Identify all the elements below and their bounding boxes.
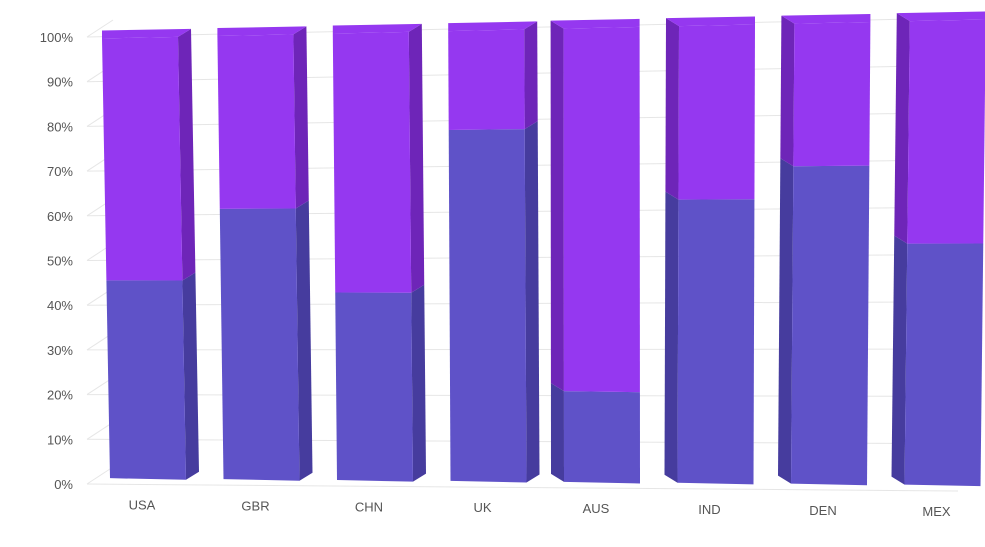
bar-segment-series-2[interactable]: [678, 24, 755, 200]
y-tick-label: 20%: [47, 388, 73, 403]
x-category-label: MEX: [922, 504, 951, 519]
bar-top-cap: [666, 16, 755, 27]
bar-top-cap: [448, 21, 538, 32]
x-category-label: UK: [473, 500, 491, 515]
x-category-label: AUS: [583, 501, 610, 516]
bar-segment-series-1[interactable]: [448, 129, 527, 483]
axis-tick: [86, 421, 114, 440]
bar-side-series-2: [550, 20, 564, 392]
bar-segment-series-1[interactable]: [335, 292, 413, 482]
x-category-label: GBR: [241, 498, 269, 513]
y-tick-label: 30%: [47, 343, 73, 358]
bar-segment-series-2[interactable]: [793, 21, 871, 167]
bar-segment-series-2[interactable]: [217, 34, 296, 209]
bar-side-series-2: [665, 18, 679, 200]
bar-side-series-1: [891, 235, 908, 485]
y-tick-label: 100%: [40, 30, 74, 45]
bar-side-series-2: [293, 26, 309, 209]
bars: [102, 11, 985, 487]
x-category-label: USA: [129, 497, 156, 512]
x-category-label: CHN: [355, 499, 383, 514]
bar-side-series-2: [524, 21, 538, 130]
bar-segment-series-1[interactable]: [904, 243, 984, 487]
bar-top-cap: [781, 13, 871, 24]
bar-side-series-1: [411, 284, 426, 482]
y-tick-label: 70%: [47, 164, 73, 179]
bar-side-series-2: [780, 15, 795, 167]
axis-tick: [86, 466, 114, 485]
y-tick-label: 40%: [47, 298, 73, 313]
bar-side-series-1: [182, 272, 199, 480]
gridline: [86, 483, 959, 492]
y-tick-label: 80%: [47, 119, 73, 134]
x-category-label: IND: [698, 502, 720, 517]
bar-top-cap: [550, 18, 640, 29]
y-tick-label: 60%: [47, 209, 73, 224]
x-axis-categories: USA GBR CHN UK AUS IND DEN MEX: [129, 497, 951, 518]
bar-side-series-2: [408, 23, 425, 293]
y-axis-ticks: 0% 10% 20% 30% 40% 50% 60% 70% 80% 90% 100%: [40, 30, 74, 492]
y-tick-label: 90%: [47, 75, 73, 90]
bar-segment-series-1[interactable]: [563, 391, 640, 484]
bar-side-series-1: [778, 158, 794, 484]
bar-side-series-2: [894, 13, 910, 244]
bar-segment-series-1[interactable]: [106, 280, 186, 480]
bar-side-series-1: [550, 383, 564, 482]
bar-side-series-1: [664, 191, 679, 483]
bar-segment-series-2[interactable]: [332, 31, 412, 293]
bar-side-series-2: [178, 28, 196, 281]
bar-side-series-1: [524, 121, 540, 483]
bar-side-series-1: [295, 200, 313, 481]
axis-tick: [86, 19, 114, 38]
bar-top-cap: [896, 11, 985, 22]
x-category-label: DEN: [809, 503, 836, 518]
y-tick-label: 50%: [47, 254, 73, 269]
bar-top-cap: [332, 23, 422, 34]
bar-top-cap: [217, 26, 307, 37]
bar-segment-series-1[interactable]: [219, 208, 300, 481]
bar-segment-series-2[interactable]: [448, 29, 525, 131]
y-tick-label: 10%: [47, 432, 73, 447]
bar-segment-series-2[interactable]: [563, 26, 640, 393]
bar-top-cap: [102, 28, 191, 39]
bar-segment-series-2[interactable]: [907, 19, 985, 244]
y-tick-label: 0%: [54, 477, 73, 492]
bar-segment-series-1[interactable]: [791, 165, 870, 486]
bar-segment-series-2[interactable]: [102, 36, 183, 281]
bar-segment-series-1[interactable]: [677, 199, 755, 485]
